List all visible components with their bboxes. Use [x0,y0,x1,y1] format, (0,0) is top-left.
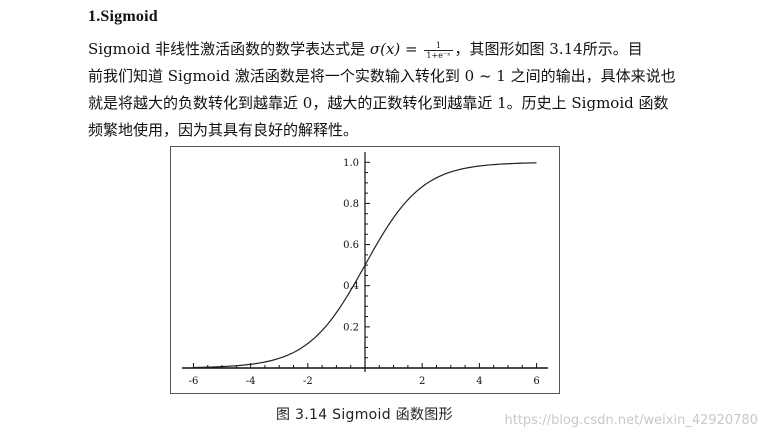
x-tick-label: -6 [189,376,199,387]
chart-series [193,162,537,369]
paragraph-line-2: 前我们知道 Sigmoid 激活函数是将一个实数输入转化到 0 ~ 1 之间的输… [88,67,676,85]
x-tick-label: 2 [419,376,425,387]
paragraph-line-1: Sigmoid 非线性激活函数的数学表达式是 σ(x) = 1 1+e⁻ˣ ，其图形… [88,36,688,63]
formula-numerator: 1 [424,41,453,51]
x-tick-label: -4 [246,376,256,387]
chart-axes [182,152,548,372]
y-tick-label: 0.2 [343,322,359,333]
y-tick-label: 0.4 [343,281,359,292]
watermark-url: https://blog.csdn.net/weixin_42920780 [504,413,758,428]
y-tick-label: 0.6 [343,240,359,251]
section-heading: 1.Sigmoid [88,8,158,25]
y-tick-label: 1.0 [343,158,359,169]
x-tick-label: 4 [476,376,482,387]
x-tick-label: -2 [303,376,313,387]
paragraph-line-3: 就是将越大的负数转化到越靠近 0，越大的正数转化到越靠近 1。历史上 Sigmo… [88,94,669,112]
y-tick-label: 0.8 [343,199,359,210]
paragraph-line-4: 频繁地使用，因为其具有良好的解释性。 [88,121,359,139]
body-paragraph: Sigmoid 非线性激活函数的数学表达式是 σ(x) = 1 1+e⁻ˣ ，其图形… [88,36,688,144]
line1-intro: Sigmoid 非线性激活函数的数学表达式是 [88,40,370,58]
sigmoid-chart: -6 -4 -2 2 4 6 0.2 0.4 0.6 0.8 1.0 [170,146,560,394]
figure-caption: 图 3.14 Sigmoid 函数图形 [276,407,453,423]
line1-outro: ，其图形如图 3.14所示。目 [454,40,643,58]
formula-denominator: 1+e⁻ˣ [426,50,451,60]
sigmoid-curve [193,162,537,369]
formula-fraction: 1 1+e⁻ˣ [424,41,453,60]
formula-lhs: σ(x) = [369,40,423,58]
x-tick-label: 6 [533,376,539,387]
chart-ticks: -6 -4 -2 2 4 6 0.2 0.4 0.6 0.8 1.0 [189,158,540,387]
sigmoid-formula: σ(x) = 1 1+e⁻ˣ [369,40,455,60]
